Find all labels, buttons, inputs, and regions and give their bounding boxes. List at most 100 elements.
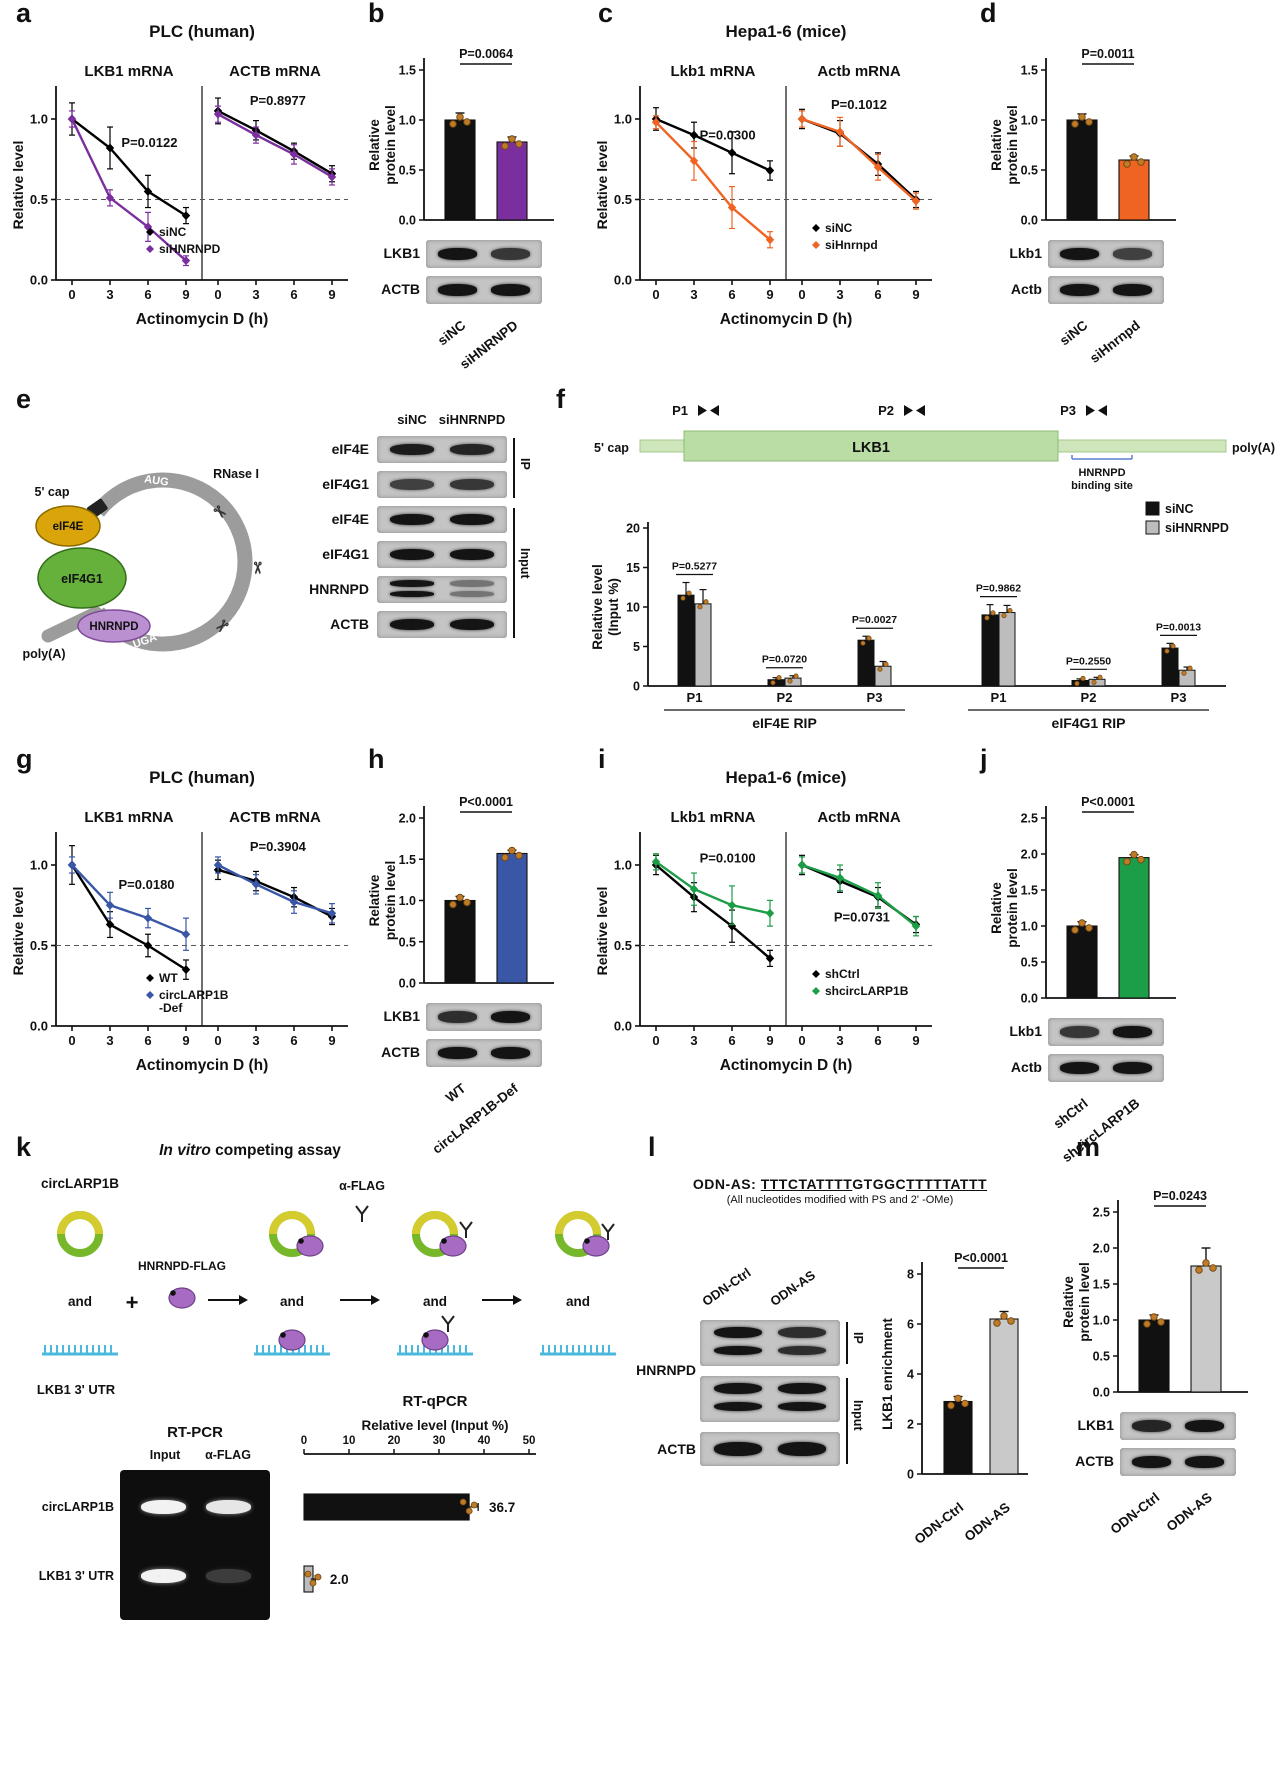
svg-text:protein level: protein level xyxy=(383,105,398,185)
svg-text:Actinomycin D (h): Actinomycin D (h) xyxy=(720,311,853,328)
svg-text:6: 6 xyxy=(874,287,881,302)
blot-label-LKB1: LKB1 xyxy=(383,1008,420,1024)
panel-g-title: PLC (human) xyxy=(149,768,255,787)
svg-text:P<0.0001: P<0.0001 xyxy=(954,1251,1008,1265)
blot-Actb xyxy=(1048,1054,1164,1082)
protein-band xyxy=(714,1401,762,1411)
svg-text:1.0: 1.0 xyxy=(614,111,632,126)
svg-text:1.0: 1.0 xyxy=(399,114,416,128)
svg-text:0: 0 xyxy=(652,1033,659,1048)
panel-a-title: PLC (human) xyxy=(149,22,255,41)
panel-l-odn-note: (All nucleotides modified with PS and 2'… xyxy=(726,1194,954,1206)
blot-Actb xyxy=(1048,276,1164,304)
svg-text:5: 5 xyxy=(633,640,640,654)
protein-band xyxy=(449,549,494,560)
svg-text:1.5: 1.5 xyxy=(1021,884,1038,898)
bar-chart: 0.0 0.5 1.0 1.5 2.0 P<0.0001 Relative protein l… xyxy=(367,795,554,991)
blot-label-ACTB: ACTB xyxy=(1075,1453,1114,1469)
protein-band xyxy=(390,580,435,587)
gel-band xyxy=(141,1569,186,1583)
protein-band xyxy=(437,1047,478,1059)
x-category-label: ODN-Ctrl xyxy=(1107,1489,1163,1537)
panel-label-m: m xyxy=(1076,1132,1101,1162)
svg-text:P2: P2 xyxy=(1081,690,1097,705)
svg-text:P=0.0011: P=0.0011 xyxy=(1081,47,1134,61)
protein-band xyxy=(778,1383,826,1395)
svg-text:0.0: 0.0 xyxy=(399,214,416,228)
odn-sequence-segment: TTTTTATTT xyxy=(906,1176,988,1192)
blot-LKB1 xyxy=(1120,1412,1236,1440)
svg-text:3: 3 xyxy=(252,287,259,302)
svg-text:0.0: 0.0 xyxy=(30,273,48,288)
svg-text:0.5: 0.5 xyxy=(399,935,416,949)
protein-band xyxy=(1184,1420,1225,1432)
x-category-label: siNC xyxy=(1057,317,1091,349)
svg-text:0.0: 0.0 xyxy=(614,273,632,288)
svg-text:eIF4G1 RIP: eIF4G1 RIP xyxy=(1052,715,1126,731)
protein-band xyxy=(1059,284,1100,296)
ip-bracket xyxy=(846,1322,848,1364)
svg-text:shcircLARP1B: shcircLARP1B xyxy=(825,984,909,998)
svg-text:P2: P2 xyxy=(878,403,894,418)
protein-band xyxy=(490,1011,531,1023)
svg-text:P=0.0720: P=0.0720 xyxy=(762,654,807,666)
svg-text:Relative: Relative xyxy=(367,874,382,926)
protein-band xyxy=(390,619,435,630)
lane-header-ODN-Ctrl: ODN-Ctrl xyxy=(699,1264,754,1309)
panel-label-h: h xyxy=(368,744,385,774)
svg-text:P=0.0100: P=0.0100 xyxy=(700,851,756,866)
svg-text:Relative: Relative xyxy=(367,119,382,171)
svg-text:siNC: siNC xyxy=(1165,502,1193,516)
blot-label-Lkb1: Lkb1 xyxy=(1009,1023,1042,1039)
gel-band xyxy=(141,1500,186,1514)
panel-c-decay-chart: 0.0 0.5 1.0 0 3 6 9 0 3 6 9 Lkb1 mRNA Actb mRNA P=0.0… xyxy=(594,63,932,328)
lane-header-ODN-AS: ODN-AS xyxy=(767,1267,819,1309)
protein-band xyxy=(449,619,494,630)
bar-chart: 0.0 0.5 1.0 1.5 P=0.0011 Relative protein leve… xyxy=(989,47,1176,228)
svg-text:Relative: Relative xyxy=(989,882,1004,934)
protein-band xyxy=(1184,1456,1225,1468)
svg-text:poly(A): poly(A) xyxy=(22,647,65,661)
svg-text:0: 0 xyxy=(652,287,659,302)
svg-text:20: 20 xyxy=(626,522,640,536)
panel-f-rip-chart: 0 5 10 15 20 P=0.5277 P1 P=0.0720 P2 P=0.0027 P3 P=… xyxy=(590,501,1229,731)
blot-label-LKB1: LKB1 xyxy=(383,245,420,261)
blot-label-ACTB: ACTB xyxy=(657,1441,696,1457)
svg-text:6: 6 xyxy=(290,287,297,302)
protein-band xyxy=(490,248,531,260)
panel-k-title-rest: competing assay xyxy=(210,1142,341,1159)
blot-eIF4E xyxy=(377,506,507,533)
svg-text:P=0.0243: P=0.0243 xyxy=(1153,1189,1207,1203)
protein-band xyxy=(449,591,494,597)
group-label-IP: IP xyxy=(518,458,532,470)
svg-text:6: 6 xyxy=(144,1033,151,1048)
svg-text:Lkb1 mRNA: Lkb1 mRNA xyxy=(670,63,755,80)
svg-text:P=0.0300: P=0.0300 xyxy=(700,127,756,142)
svg-text:9: 9 xyxy=(912,287,919,302)
svg-text:0.0: 0.0 xyxy=(399,977,416,991)
svg-text:P1: P1 xyxy=(687,690,703,705)
gel-lane-header: Input xyxy=(149,1448,181,1462)
blot-LKB1 xyxy=(426,1003,542,1031)
svg-text:0.5: 0.5 xyxy=(1021,164,1038,178)
ip-label: IP xyxy=(851,1332,865,1344)
svg-text:1.0: 1.0 xyxy=(30,111,48,126)
svg-text:3: 3 xyxy=(106,287,113,302)
svg-text:0.5: 0.5 xyxy=(399,164,416,178)
bar-chart: 0.0 0.5 1.0 1.5 2.0 2.5 P=0.0243 Relative protei… xyxy=(1061,1189,1248,1400)
svg-text:4: 4 xyxy=(907,1368,914,1382)
svg-text:1.5: 1.5 xyxy=(1093,1278,1110,1292)
panel-label-l: l xyxy=(648,1132,656,1162)
svg-text:1.0: 1.0 xyxy=(614,857,632,872)
protein-band xyxy=(778,1401,826,1411)
panel-label-d: d xyxy=(980,0,997,28)
panel-k-title-italic: In vitro xyxy=(159,1142,211,1159)
blot-HNRNPD xyxy=(377,576,507,603)
blot-ACTB xyxy=(1120,1448,1236,1476)
svg-text:LKB1 3' UTR: LKB1 3' UTR xyxy=(37,1382,116,1397)
svg-text:0.0: 0.0 xyxy=(1093,1386,1110,1400)
svg-text:0.5: 0.5 xyxy=(614,938,632,953)
svg-text:P=0.0731: P=0.0731 xyxy=(834,910,890,925)
blot-label-ACTB: ACTB xyxy=(330,616,369,632)
panel-a-decay-chart: 0.0 0.5 1.0 0 3 6 9 0 3 6 9 LKB1 mRNA ACTB mRNA P=0.0… xyxy=(10,63,348,328)
